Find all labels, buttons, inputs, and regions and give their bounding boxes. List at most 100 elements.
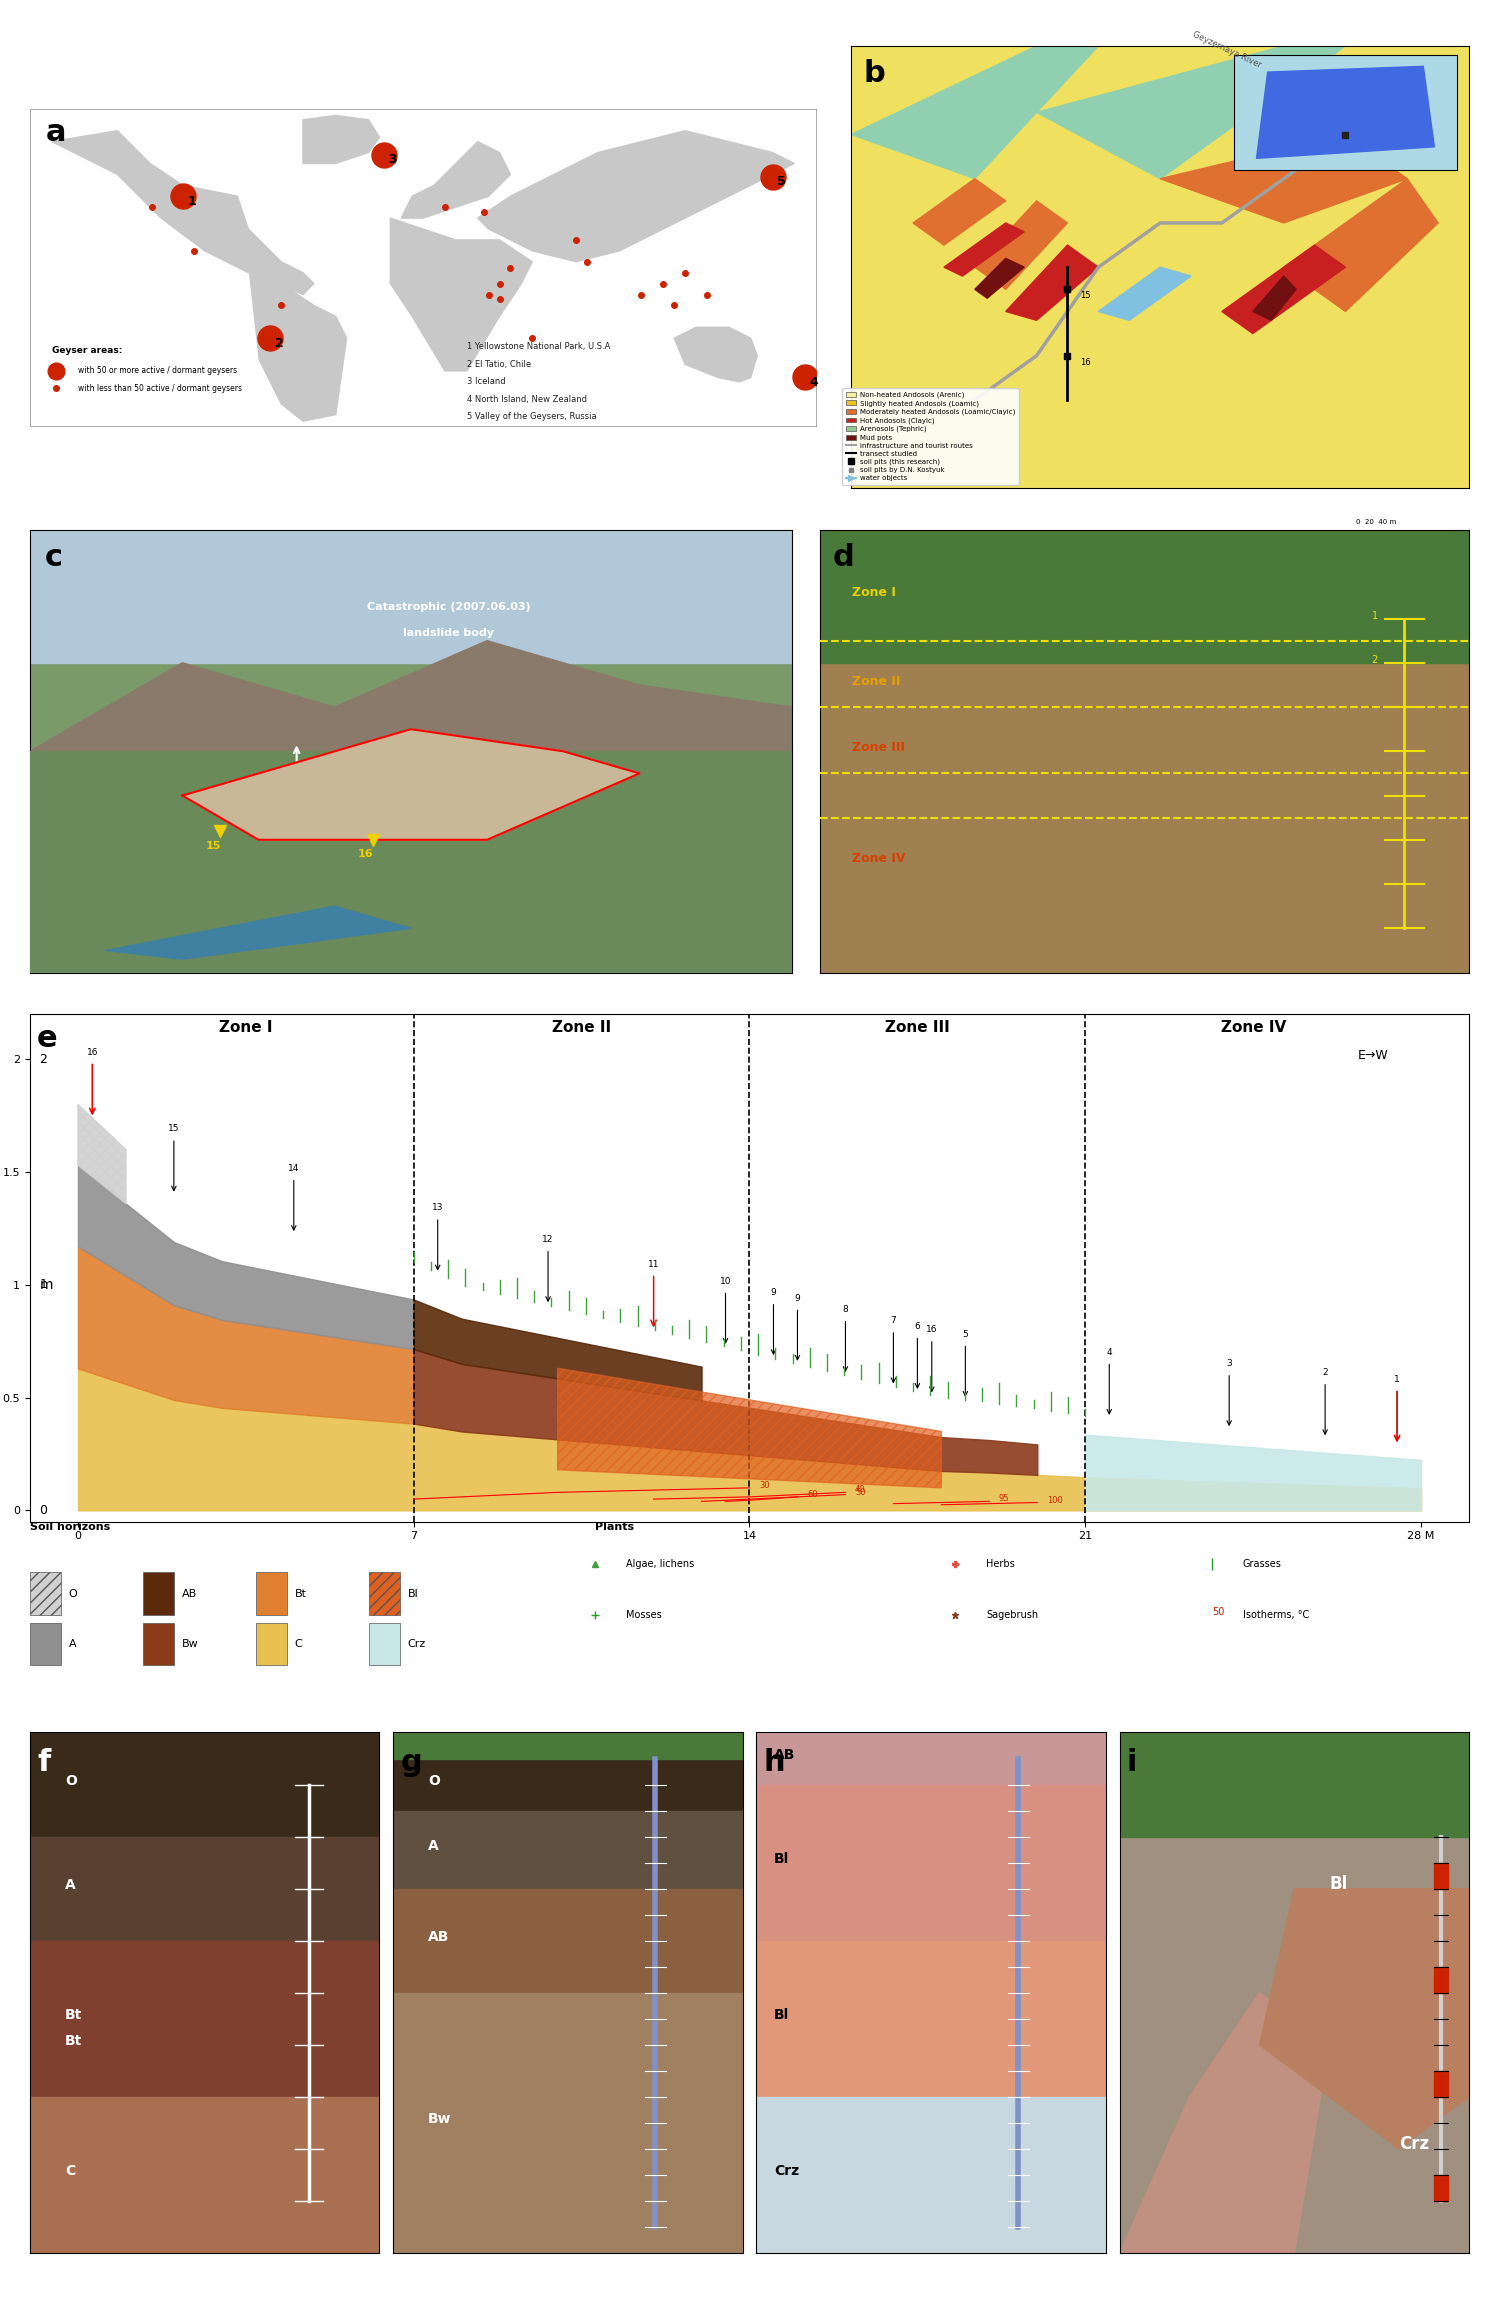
Polygon shape	[1283, 179, 1438, 310]
Polygon shape	[30, 2097, 379, 2253]
Bar	[256, 1623, 286, 1664]
Text: Zone III: Zone III	[853, 740, 905, 754]
Text: h: h	[763, 1747, 785, 1777]
Polygon shape	[1259, 1890, 1469, 2150]
Text: Bt: Bt	[295, 1589, 307, 1598]
Polygon shape	[52, 131, 313, 294]
Polygon shape	[30, 1940, 379, 2097]
Polygon shape	[1253, 276, 1297, 320]
Polygon shape	[1435, 2175, 1448, 2200]
Text: 1: 1	[1372, 612, 1378, 621]
Polygon shape	[1435, 1862, 1448, 1890]
Polygon shape	[183, 729, 640, 839]
Text: A: A	[64, 1878, 75, 1892]
Text: Crz: Crz	[773, 2163, 799, 2177]
Text: 13: 13	[432, 1202, 444, 1212]
Polygon shape	[30, 641, 791, 795]
Bar	[30, 1623, 61, 1664]
Text: E→W: E→W	[1358, 1048, 1388, 1062]
Text: 12: 12	[543, 1235, 553, 1244]
Text: Geyzernaya River: Geyzernaya River	[1192, 30, 1262, 69]
Text: 0: 0	[39, 1504, 48, 1517]
Text: A: A	[69, 1639, 76, 1648]
Text: g: g	[400, 1747, 421, 1777]
Text: e: e	[37, 1025, 58, 1053]
Text: 1: 1	[1394, 1375, 1400, 1384]
Text: 15: 15	[205, 841, 220, 851]
Text: 15: 15	[168, 1124, 180, 1133]
Polygon shape	[820, 531, 1469, 972]
Bar	[256, 1573, 286, 1614]
Polygon shape	[1006, 246, 1099, 320]
Polygon shape	[851, 46, 1099, 179]
Text: 8: 8	[842, 1306, 848, 1315]
Text: Bl: Bl	[1330, 1874, 1348, 1892]
Text: Bt: Bt	[64, 2007, 82, 2021]
Text: 5: 5	[962, 1329, 968, 1338]
Legend: Non-heated Andosols (Arenic), Slightly heated Andosols (Loamic), Moderately heat: Non-heated Andosols (Arenic), Slightly h…	[842, 389, 1019, 485]
Text: O: O	[64, 1773, 76, 1789]
Polygon shape	[393, 1733, 742, 1759]
Text: 2: 2	[274, 338, 283, 349]
Polygon shape	[303, 115, 379, 163]
Text: 3: 3	[1226, 1359, 1232, 1368]
Text: 50: 50	[854, 1487, 865, 1497]
Polygon shape	[1435, 1966, 1448, 1993]
Polygon shape	[393, 1890, 742, 1993]
Text: 4: 4	[809, 377, 818, 389]
Text: with less than 50 active / dormant geysers: with less than 50 active / dormant geyse…	[78, 384, 241, 393]
Bar	[369, 1573, 400, 1614]
Text: a: a	[45, 117, 66, 147]
Text: c: c	[45, 543, 63, 572]
Text: 50: 50	[1213, 1607, 1225, 1616]
Polygon shape	[1037, 46, 1346, 179]
Text: 14: 14	[288, 1163, 300, 1172]
Text: Sagebrush: Sagebrush	[986, 1609, 1037, 1621]
Text: 7: 7	[890, 1317, 896, 1324]
Text: Bw: Bw	[429, 2113, 451, 2127]
Polygon shape	[1120, 1733, 1469, 2253]
Text: b: b	[863, 60, 886, 87]
Text: 16: 16	[1079, 359, 1090, 366]
Text: Mosses: Mosses	[627, 1609, 663, 1621]
Text: with 50 or more active / dormant geysers: with 50 or more active / dormant geysers	[78, 366, 237, 375]
Polygon shape	[1222, 246, 1346, 333]
Polygon shape	[1435, 2071, 1448, 2097]
Text: Crz: Crz	[1399, 2136, 1429, 2152]
Text: 16: 16	[358, 851, 373, 860]
Polygon shape	[974, 200, 1067, 290]
Text: 3: 3	[388, 154, 397, 166]
Bar	[30, 531, 791, 662]
Polygon shape	[30, 1837, 379, 1940]
Polygon shape	[393, 1993, 742, 2253]
Text: Bw: Bw	[181, 1639, 198, 1648]
Text: Zone I: Zone I	[853, 586, 896, 600]
Polygon shape	[30, 1733, 379, 1837]
Text: Zone IV: Zone IV	[1220, 1021, 1286, 1035]
Text: O: O	[429, 1773, 441, 1789]
Text: 4: 4	[1106, 1347, 1112, 1356]
Text: i: i	[1127, 1747, 1138, 1777]
Text: C: C	[64, 2163, 75, 2177]
Text: 2 El Tatio, Chile: 2 El Tatio, Chile	[466, 359, 531, 368]
Text: 5 Valley of the Geysers, Russia: 5 Valley of the Geysers, Russia	[466, 412, 597, 421]
Polygon shape	[1120, 1733, 1469, 1837]
Text: 2: 2	[39, 1053, 48, 1067]
Polygon shape	[974, 257, 1024, 299]
Text: Isotherms, °C: Isotherms, °C	[1243, 1609, 1309, 1621]
Polygon shape	[913, 179, 1006, 246]
Polygon shape	[106, 906, 411, 959]
Text: 1: 1	[39, 1278, 48, 1292]
Text: 30: 30	[758, 1481, 769, 1490]
Polygon shape	[393, 1733, 742, 1812]
Text: Soil horizons: Soil horizons	[30, 1522, 111, 1531]
Text: O: O	[69, 1589, 78, 1598]
Polygon shape	[944, 223, 1024, 276]
Polygon shape	[757, 2097, 1106, 2253]
Polygon shape	[1099, 267, 1192, 320]
Text: Bl: Bl	[773, 1851, 788, 1864]
Text: 15: 15	[1079, 292, 1090, 301]
Text: 9: 9	[770, 1287, 776, 1297]
Text: 2: 2	[1322, 1368, 1328, 1377]
Text: Algae, lichens: Algae, lichens	[627, 1559, 694, 1568]
